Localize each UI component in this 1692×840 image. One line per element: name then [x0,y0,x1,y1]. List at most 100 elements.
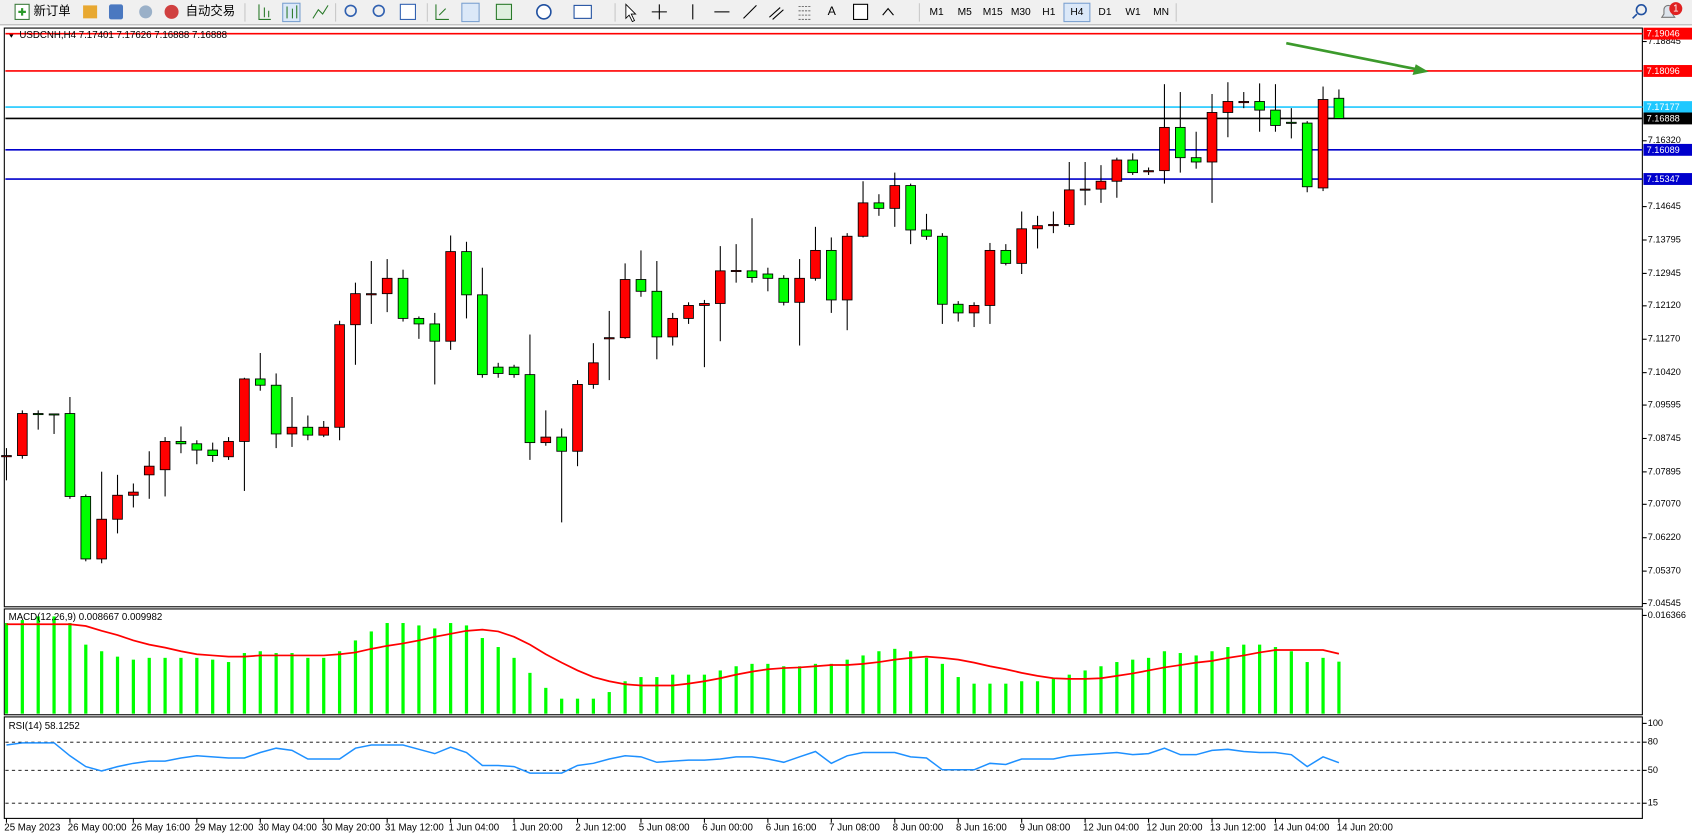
macd-bar [1257,644,1262,714]
icon[interactable] [108,4,124,20]
macd-bar [877,651,881,714]
zoom-out[interactable] [372,4,385,18]
macd-bar [607,692,611,714]
icon [18,8,26,16]
y-tick-label: 7.14645 [1648,201,1681,211]
toolbar-bg [0,0,1692,25]
text-tool[interactable]: A [828,4,837,18]
signal-line [6,623,1340,687]
zoom-in[interactable] [344,4,357,18]
label-tool[interactable] [853,3,869,20]
candle-body [572,384,583,452]
search[interactable] [1635,4,1647,16]
y-tick-label: 7.12120 [1648,300,1681,310]
candle-body [1048,224,1059,227]
macd-bar [1194,655,1198,714]
macd-bar [274,653,278,714]
candle-body [1032,225,1043,230]
timeframe-button[interactable]: H1 [1042,7,1055,18]
candle-body [96,518,107,560]
macd-bar [1162,651,1167,714]
arrows-tool[interactable] [882,7,894,16]
timeframe-button[interactable]: W1 [1125,7,1141,18]
templates[interactable] [573,4,592,19]
macd-bar [750,663,754,714]
level-tag [1643,173,1692,185]
macd-bar [100,651,104,714]
icon[interactable] [286,5,298,19]
x-tick-label: 8 Jun 16:00 [956,823,1007,834]
candle-body [968,305,980,314]
x-tick-label: 6 Jun 00:00 [702,823,753,834]
timeframe-button[interactable]: MN [1153,7,1169,18]
macd-bar [52,616,56,714]
timeframe-button[interactable]: M15 [983,7,1003,18]
new-order-button[interactable]: 新订单 [14,3,71,20]
level-tag [1643,143,1692,156]
macd-bar [972,683,976,714]
candle-body [350,293,361,326]
candle-body [794,277,805,303]
candle-body [1095,180,1107,190]
candle-body [159,440,171,471]
icon[interactable] [258,4,271,20]
candle-body [239,378,250,442]
icon[interactable] [312,5,329,19]
crosshair-tool[interactable] [651,4,667,20]
macd-bar [1178,653,1182,714]
icon[interactable] [139,5,153,19]
macd-bar [1004,683,1008,714]
auto-trading-label[interactable]: 自动交易 [186,3,236,18]
icon[interactable] [83,5,98,19]
macd-bar [1020,681,1024,714]
icon[interactable] [461,2,480,23]
macd-bar [671,674,675,714]
macd-bar [290,653,294,714]
icon[interactable] [435,4,449,20]
rsi-line [6,742,1340,774]
candle-body [413,317,425,325]
badge [1669,2,1683,16]
macd-bar [956,677,960,714]
icon[interactable] [282,2,301,23]
chart-title: USDCNH,H4 7.17401 7.17626 7.16888 7.1688… [19,30,227,41]
x-tick-label: 6 Jun 16:00 [766,823,817,834]
candle-body [1286,121,1297,124]
fibo-tool[interactable] [798,5,812,20]
timeframe-button[interactable]: D1 [1098,7,1111,18]
candle-body [1,455,12,458]
macd-bar [131,659,135,714]
periods[interactable] [536,4,552,20]
candle-body [1238,101,1250,104]
x-tick-label: 31 May 12:00 [385,823,444,834]
candle-body [952,303,964,314]
candle-body [366,293,377,296]
tile[interactable] [399,3,416,20]
timeframe-button[interactable]: M1 [930,7,945,18]
candle-body [397,277,409,319]
candle-body [492,366,504,374]
cursor-tool[interactable] [625,3,637,23]
candle-body [223,440,234,458]
candle-body [254,378,266,386]
candle-body [1270,109,1281,126]
candle-body [1175,126,1186,159]
candle-body [556,436,567,452]
candle-body [889,185,901,209]
candle-body [48,413,60,416]
new-order-label[interactable]: 新订单 [33,3,70,18]
y-tick-label: 80 [1648,737,1658,747]
channel-tool[interactable] [769,7,784,20]
y-tick-label: 7.06220 [1648,532,1681,542]
active-timeframe [1063,2,1091,23]
timeframe-button[interactable]: M30 [1011,7,1031,18]
timeframe-button[interactable]: H4 [1070,7,1083,18]
timeframe-button[interactable]: M5 [958,7,973,18]
y-tick-label: 7.04545 [1648,598,1681,608]
candle-body [445,251,456,342]
indicators[interactable] [495,3,513,20]
auto-trading-button[interactable]: 自动交易 [164,3,236,19]
trendline-tool[interactable] [743,5,757,19]
candle-body [683,305,694,319]
macd-bar [575,698,580,714]
